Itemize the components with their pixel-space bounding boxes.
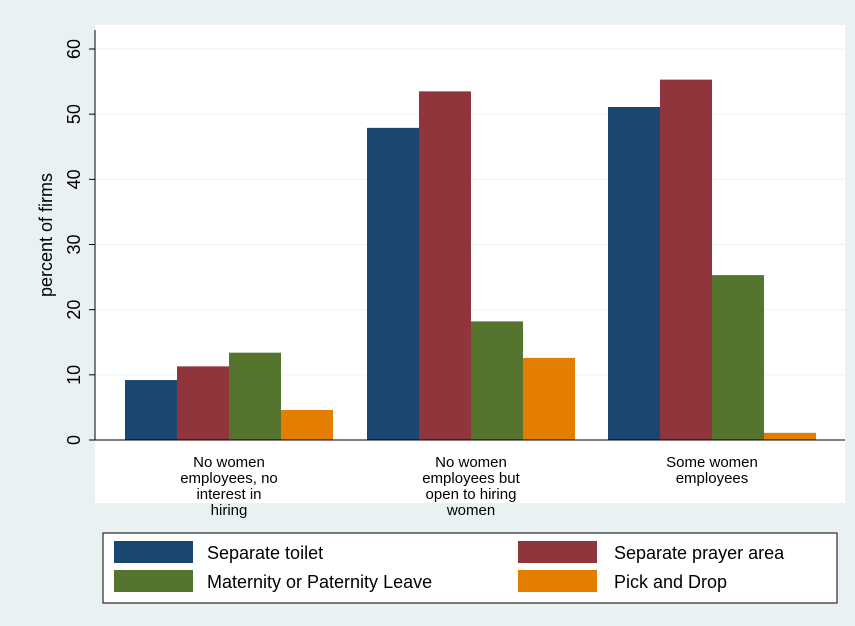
bars xyxy=(125,79,816,441)
legend-label: Maternity or Paternity Leave xyxy=(207,572,432,592)
legend-swatch xyxy=(518,541,597,563)
x-category-label: No women employees, no interest in hiring xyxy=(180,454,278,519)
legend: Separate toilet Separate prayer area Mater… xyxy=(114,541,785,592)
bar xyxy=(419,91,471,440)
y-tick-label: 50 xyxy=(64,104,84,124)
legend-swatch xyxy=(114,570,193,592)
y-tick-label: 40 xyxy=(64,169,84,189)
legend-swatch xyxy=(114,541,193,563)
bar xyxy=(281,410,333,440)
legend-label: Pick and Drop xyxy=(614,572,727,592)
x-category-label: Some women employees xyxy=(666,454,758,487)
bar xyxy=(660,79,712,441)
y-tick-label: 60 xyxy=(64,39,84,59)
bar xyxy=(712,275,764,440)
bar xyxy=(608,106,660,440)
bar xyxy=(367,127,419,440)
bar xyxy=(229,352,281,440)
legend-swatch xyxy=(518,570,597,592)
legend-box xyxy=(102,532,838,604)
bar xyxy=(471,321,523,440)
bar xyxy=(764,432,816,440)
bar xyxy=(177,366,229,440)
bar xyxy=(125,380,177,440)
y-axis-title: percent of firms xyxy=(36,173,56,297)
y-ticks: 0 10 20 30 40 50 60 xyxy=(64,39,95,445)
bar xyxy=(523,357,575,440)
legend-label: Separate prayer area xyxy=(614,543,785,563)
y-tick-label: 10 xyxy=(64,365,84,385)
y-tick-label: 30 xyxy=(64,234,84,254)
y-tick-label: 0 xyxy=(64,435,84,445)
category-labels: No women employees, no interest in hiring No… xyxy=(180,454,758,519)
x-category-label: No women employees but open to hiring women xyxy=(422,454,520,519)
y-tick-label: 20 xyxy=(64,300,84,320)
legend-label: Separate toilet xyxy=(207,543,323,563)
